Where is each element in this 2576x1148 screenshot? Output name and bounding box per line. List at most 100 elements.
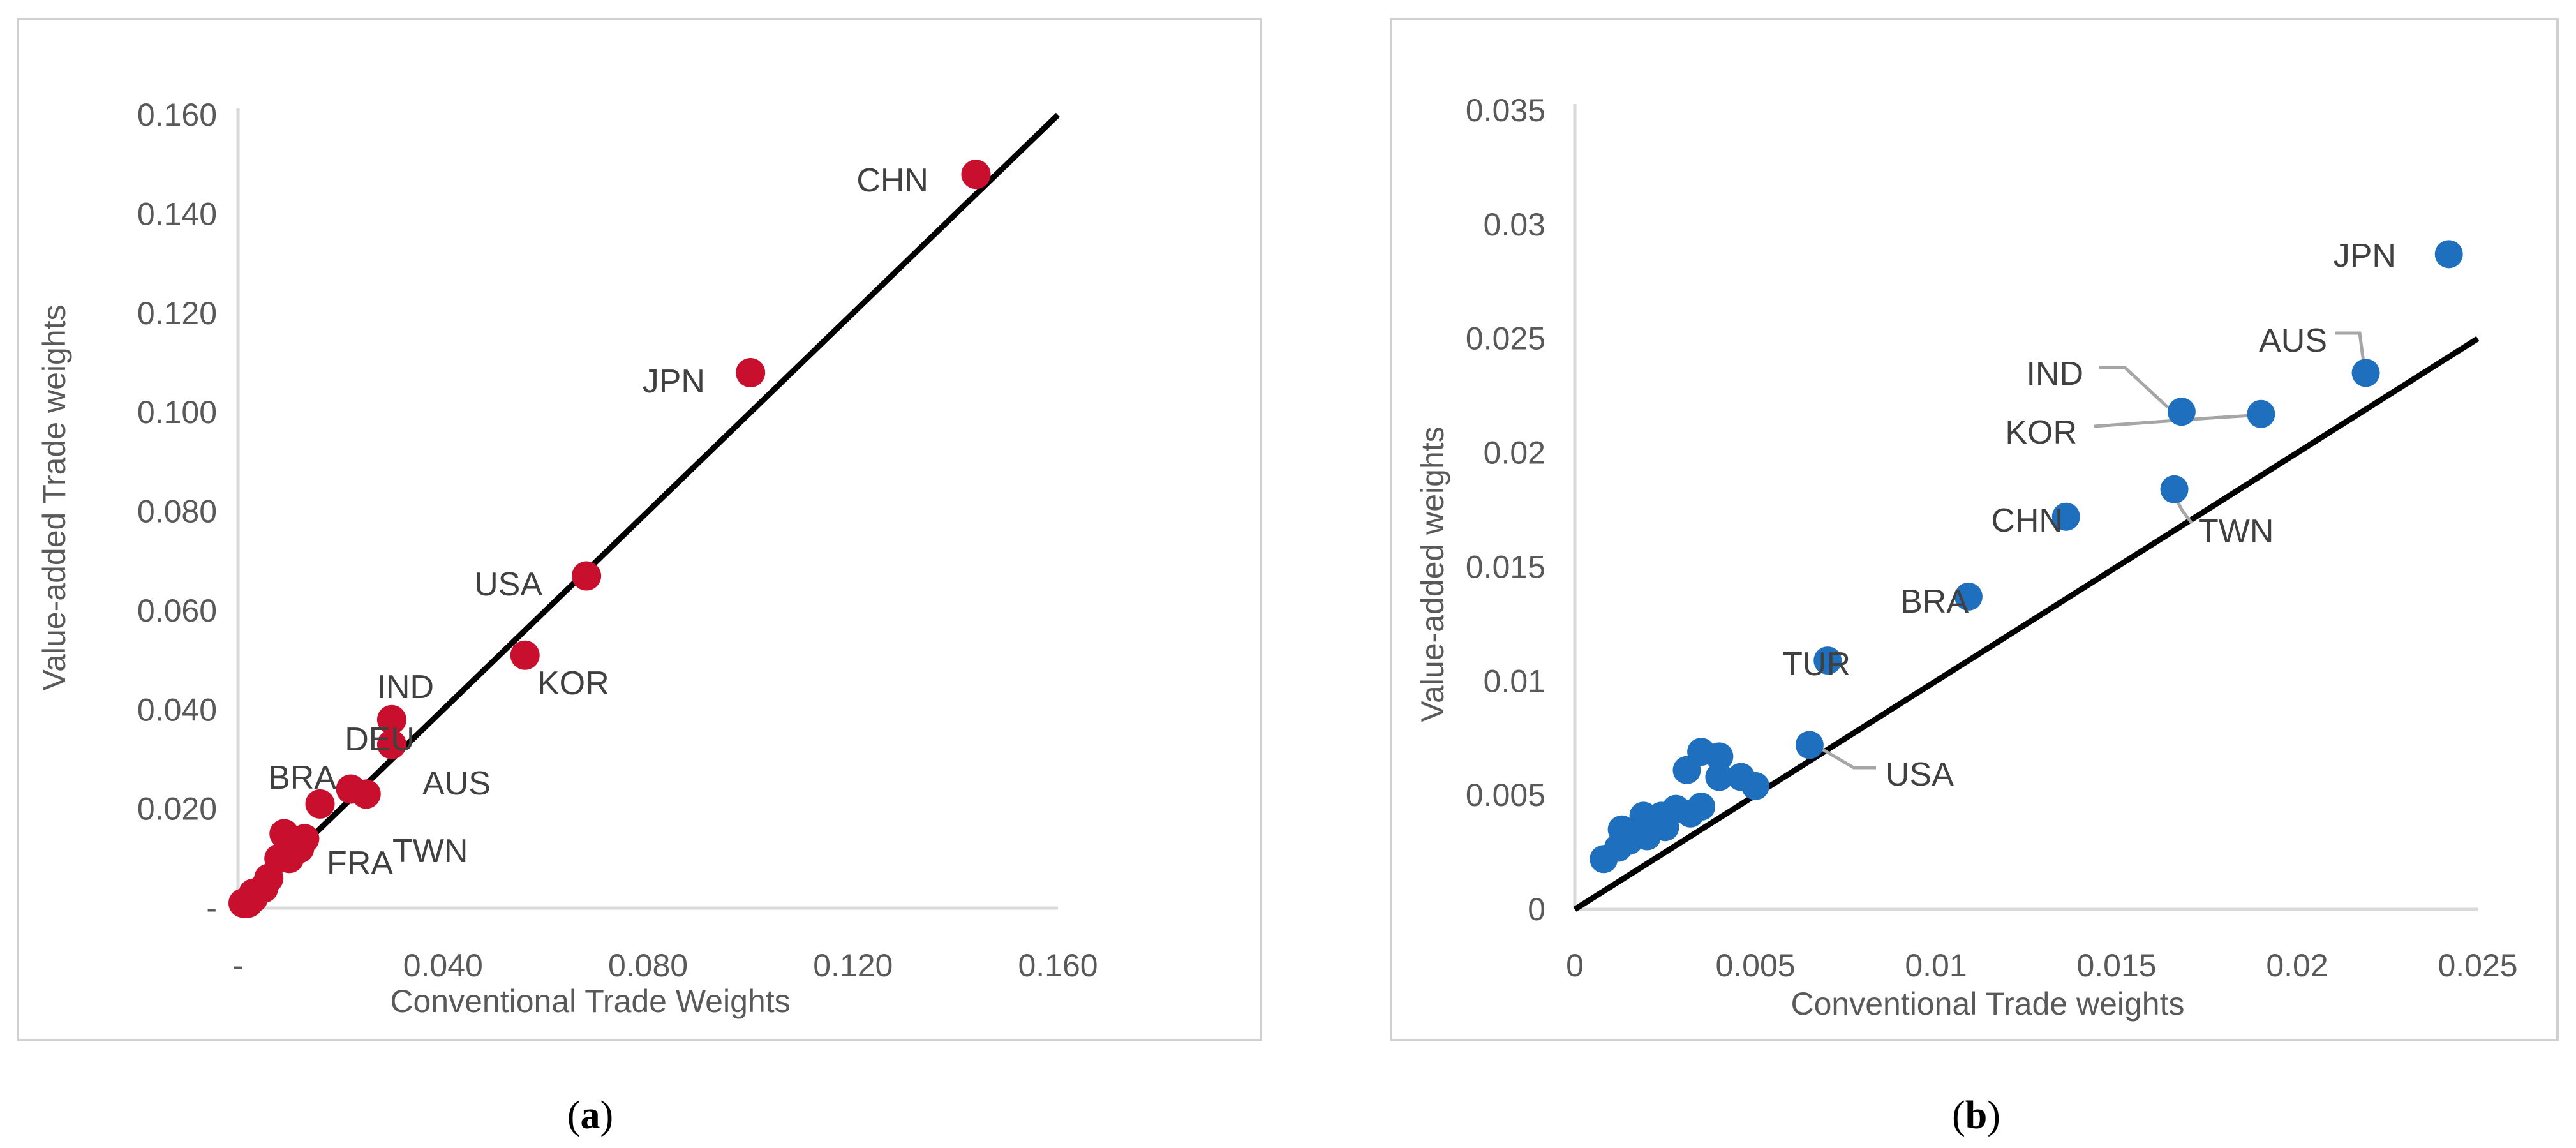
- x-tick-label: 0.025: [2438, 948, 2517, 983]
- panel-b-points: [1590, 240, 2463, 874]
- point-label-deu: DEU: [345, 721, 415, 758]
- data-point: [1705, 742, 1734, 771]
- x-tick-label: 0.080: [608, 948, 688, 983]
- leader-line-usa: [1819, 746, 1876, 770]
- data-point: [1741, 772, 1769, 800]
- y-tick-label: 0.120: [137, 295, 217, 331]
- panel-a-points: [228, 160, 991, 918]
- panel-b-fit-line-group: [1573, 336, 2480, 912]
- y-tick-label: 0.02: [1484, 435, 1545, 471]
- y-tick-label: 0.020: [137, 791, 217, 827]
- data-point: [2167, 398, 2196, 426]
- data-point: [2051, 502, 2080, 531]
- x-tick-label: 0.040: [403, 948, 483, 983]
- panel-b-y-axis-title: Value-added weights: [1415, 426, 1450, 722]
- y-tick-label: 0.080: [137, 494, 217, 530]
- y-tick-label: 0.160: [137, 97, 217, 133]
- point-label-twn: TWN: [392, 833, 468, 870]
- x-tick-label: 0.160: [1018, 948, 1098, 983]
- leader-line-aus: [2335, 331, 2366, 368]
- point-label-usa: USA: [1886, 756, 1954, 793]
- point-label-tur: TUR: [1782, 646, 1850, 683]
- point-label-chn: CHN: [856, 162, 928, 199]
- data-point: [736, 357, 766, 387]
- point-label-bra: BRA: [268, 759, 336, 796]
- x-tick-label: 0.120: [813, 948, 893, 983]
- panel-b-labels: JPN AUS IND KOR TWN CHN BRA TUR USA: [1782, 237, 2396, 793]
- x-tick-label: -: [233, 948, 244, 983]
- panel-a-caption: (a): [567, 1094, 613, 1137]
- y-tick-label: 0.035: [1466, 93, 1545, 128]
- y-tick-label: -: [206, 890, 217, 926]
- point-label-ind: IND: [376, 669, 434, 706]
- data-point: [510, 640, 540, 670]
- data-point: [2434, 240, 2463, 269]
- leader-line-kor: [2094, 413, 2263, 428]
- data-point: [2351, 359, 2380, 387]
- y-tick-label: 0.005: [1466, 777, 1545, 813]
- x-tick-label: 0.01: [1905, 948, 1967, 983]
- point-label-usa: USA: [474, 566, 542, 603]
- y-tick-label: 0.03: [1484, 207, 1545, 242]
- panel-b: 0 0.005 0.01 0.015 0.02 0.025 0 0.005 0.01 0.015 0…: [1390, 18, 2559, 1137]
- fit-line: [1573, 336, 2480, 912]
- x-tick-label: 0.015: [2076, 948, 2156, 983]
- y-tick-label: 0.100: [137, 394, 217, 430]
- data-point: [376, 729, 406, 759]
- x-tick-label: 0: [1566, 948, 1584, 983]
- point-label-kor: KOR: [537, 665, 609, 702]
- data-point: [2247, 399, 2275, 428]
- panel-a-fit-line-group: [235, 112, 1061, 911]
- data-point: [376, 704, 406, 734]
- data-point: [285, 833, 315, 863]
- panel-b-caption: (b): [1952, 1094, 2000, 1137]
- panel-a: - 0.040 0.080 0.120 0.160 - 0.020 0.040 0.060 0.0…: [17, 18, 1262, 1137]
- point-label-fra: FRA: [327, 845, 393, 882]
- panel-a-y-axis-title: Value-added Trade weights: [36, 304, 72, 690]
- panel-a-frame: [17, 18, 1262, 1041]
- point-label-chn: CHN: [1991, 502, 2063, 539]
- y-tick-label: 0.140: [137, 196, 217, 232]
- data-point: [1590, 845, 1618, 874]
- data-point: [1954, 582, 1983, 611]
- point-label-kor: KOR: [2005, 414, 2077, 451]
- panel-a-x-axis-title: Conventional Trade Weights: [390, 983, 790, 1019]
- panel-b-ticks: 0 0.005 0.01 0.015 0.02 0.025 0 0.005 0.01 0.015 0…: [1466, 93, 2518, 983]
- y-tick-label: 0.060: [137, 593, 217, 629]
- x-tick-label: 0.005: [1715, 948, 1795, 983]
- data-point: [572, 561, 602, 591]
- data-point: [305, 789, 335, 819]
- y-tick-label: 0.01: [1484, 663, 1545, 699]
- y-tick-label: 0.025: [1466, 321, 1545, 357]
- point-label-twn: TWN: [2198, 513, 2274, 550]
- point-label-aus: AUS: [2259, 322, 2327, 359]
- point-label-bra: BRA: [1900, 583, 1969, 620]
- panel-b-axes: [1573, 104, 2478, 911]
- fit-line: [235, 112, 1061, 911]
- point-label-aus: AUS: [422, 765, 491, 802]
- panel-b-caption-letter: b: [1965, 1094, 1987, 1137]
- panel-b-x-axis-title: Conventional Trade weights: [1791, 986, 2184, 1022]
- data-point: [1813, 646, 1842, 675]
- panel-a-ticks: - 0.040 0.080 0.120 0.160 - 0.020 0.040 0.060 0.0…: [137, 97, 1098, 983]
- y-tick-label: 0.040: [137, 692, 217, 727]
- panel-a-axes: [236, 108, 1058, 910]
- x-tick-label: 0.02: [2266, 948, 2328, 983]
- panel-b-frame: [1390, 18, 2559, 1041]
- data-point: [1676, 799, 1705, 828]
- data-point: [1705, 763, 1734, 791]
- data-point: [228, 888, 258, 918]
- leader-line-ind: [2099, 366, 2169, 408]
- point-label-jpn: JPN: [643, 363, 705, 400]
- y-tick-label: 0: [1528, 891, 1545, 927]
- panel-a-caption-letter: a: [581, 1094, 600, 1137]
- y-tick-label: 0.015: [1466, 549, 1545, 585]
- data-point: [2160, 475, 2189, 503]
- data-point: [961, 160, 991, 190]
- data-point: [351, 779, 381, 809]
- data-point: [1672, 756, 1701, 784]
- point-label-ind: IND: [2026, 355, 2083, 392]
